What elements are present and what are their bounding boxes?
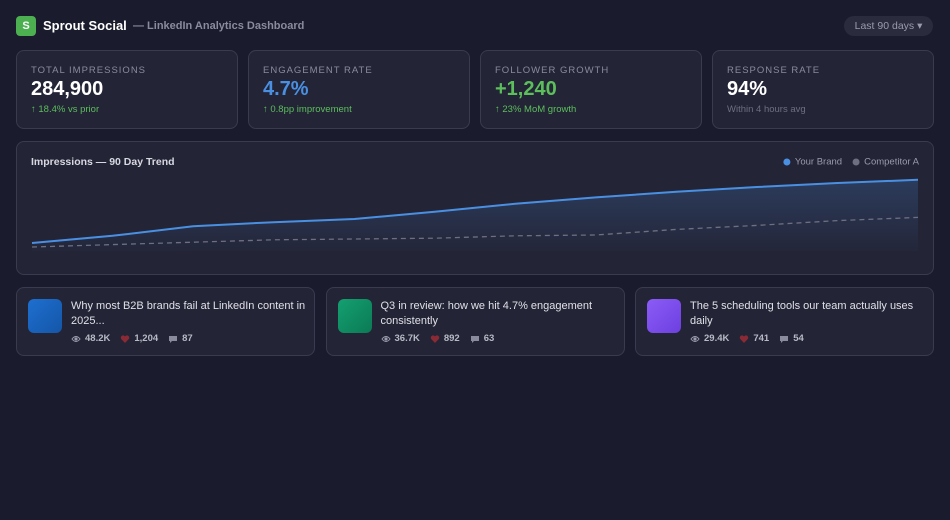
stat-icon	[690, 334, 700, 344]
stat-comments: 63	[483, 333, 495, 344]
kpi-value: 4.7%	[263, 78, 309, 100]
kpi-card: ENGAGEMENT RATE 4.7% ↑ 0.8pp improvement	[248, 50, 470, 129]
kpi-card: TOTAL IMPRESSIONS 284,900 ↑ 18.4% vs prior	[16, 50, 238, 129]
series-line	[31, 216, 919, 248]
kpi-label: ENGAGEMENT RATE	[263, 65, 373, 76]
stat-views: 48.2K	[85, 333, 111, 344]
stat-icon	[168, 334, 178, 344]
kpi-note: Within 4 hours avg	[727, 104, 806, 115]
stat-icon	[779, 334, 789, 344]
stat-icon	[120, 334, 130, 344]
post-thumbnail	[647, 299, 681, 333]
chart: Impressions — 90 Day Trend Competitor A Y…	[31, 156, 920, 251]
post-title: The 5 scheduling tools our team actually…	[690, 300, 914, 327]
stat-comments: 54	[793, 333, 804, 344]
stat-likes: 1,204	[134, 333, 159, 344]
post-card[interactable]: Why most B2B brands fail at LinkedIn con…	[16, 287, 315, 356]
kpi-label: RESPONSE RATE	[727, 65, 821, 76]
date-range-button[interactable]: Last 90 days ▾	[844, 16, 933, 36]
chart-title: Impressions — 90 Day Trend	[31, 156, 175, 168]
area	[32, 179, 918, 251]
kpi-label: FOLLOWER GROWTH	[495, 65, 610, 76]
kpi-note: ↑ 23% MoM growth	[495, 104, 577, 115]
kpi-card: FOLLOWER GROWTH +1,240 ↑ 23% MoM growth	[480, 50, 702, 129]
kpi-note: ↑ 0.8pp improvement	[263, 104, 352, 115]
post-thumbnail	[337, 299, 372, 333]
subtitle: — LinkedIn Analytics Dashboard	[133, 20, 305, 32]
post-title: Why most B2B brands fail at LinkedIn con…	[71, 300, 306, 327]
stat-views: 29.4K	[704, 333, 730, 344]
stat-views: 36.7K	[394, 333, 420, 344]
kpi-value: 284,900	[31, 78, 104, 100]
legend-dot	[783, 158, 791, 166]
stat-icon	[71, 334, 81, 344]
post-stats: 29.4K 741 54	[690, 333, 804, 344]
stat-icon	[380, 334, 391, 344]
kpi-label: TOTAL IMPRESSIONS	[31, 65, 147, 76]
stat-likes: 741	[753, 333, 770, 344]
legend-label: Your Brand	[795, 157, 842, 168]
kpi-value: +1,240	[495, 78, 557, 100]
series-line	[31, 178, 919, 244]
post-thumbnail	[28, 299, 62, 333]
legend-label: Competitor A	[864, 157, 920, 168]
post-card[interactable]: The 5 scheduling tools our team actually…	[635, 287, 934, 356]
post-card[interactable]: Q3 in review: how we hit 4.7% engagement…	[325, 287, 625, 356]
stat-icon	[430, 334, 440, 344]
post-title: Q3 in review: how we hit 4.7% engagement…	[380, 300, 593, 327]
stat-icon	[739, 334, 749, 344]
kpi-value: 94%	[727, 78, 768, 100]
logo: S	[16, 16, 36, 36]
post-stats: 36.7K 892 63	[380, 333, 495, 344]
chart-card: Impressions — 90 Day Trend Competitor A Y…	[16, 141, 934, 275]
stat-comments: 87	[182, 333, 193, 344]
post-stats: 48.2K 1,204 87	[71, 333, 193, 344]
kpi-note: ↑ 18.4% vs prior	[31, 104, 100, 115]
stat-likes: 892	[443, 333, 460, 344]
stat-icon	[470, 334, 480, 344]
legend-dot	[852, 158, 860, 166]
brand-name: Sprout Social	[43, 18, 127, 33]
kpi-card: RESPONSE RATE 94% Within 4 hours avg	[712, 50, 934, 129]
